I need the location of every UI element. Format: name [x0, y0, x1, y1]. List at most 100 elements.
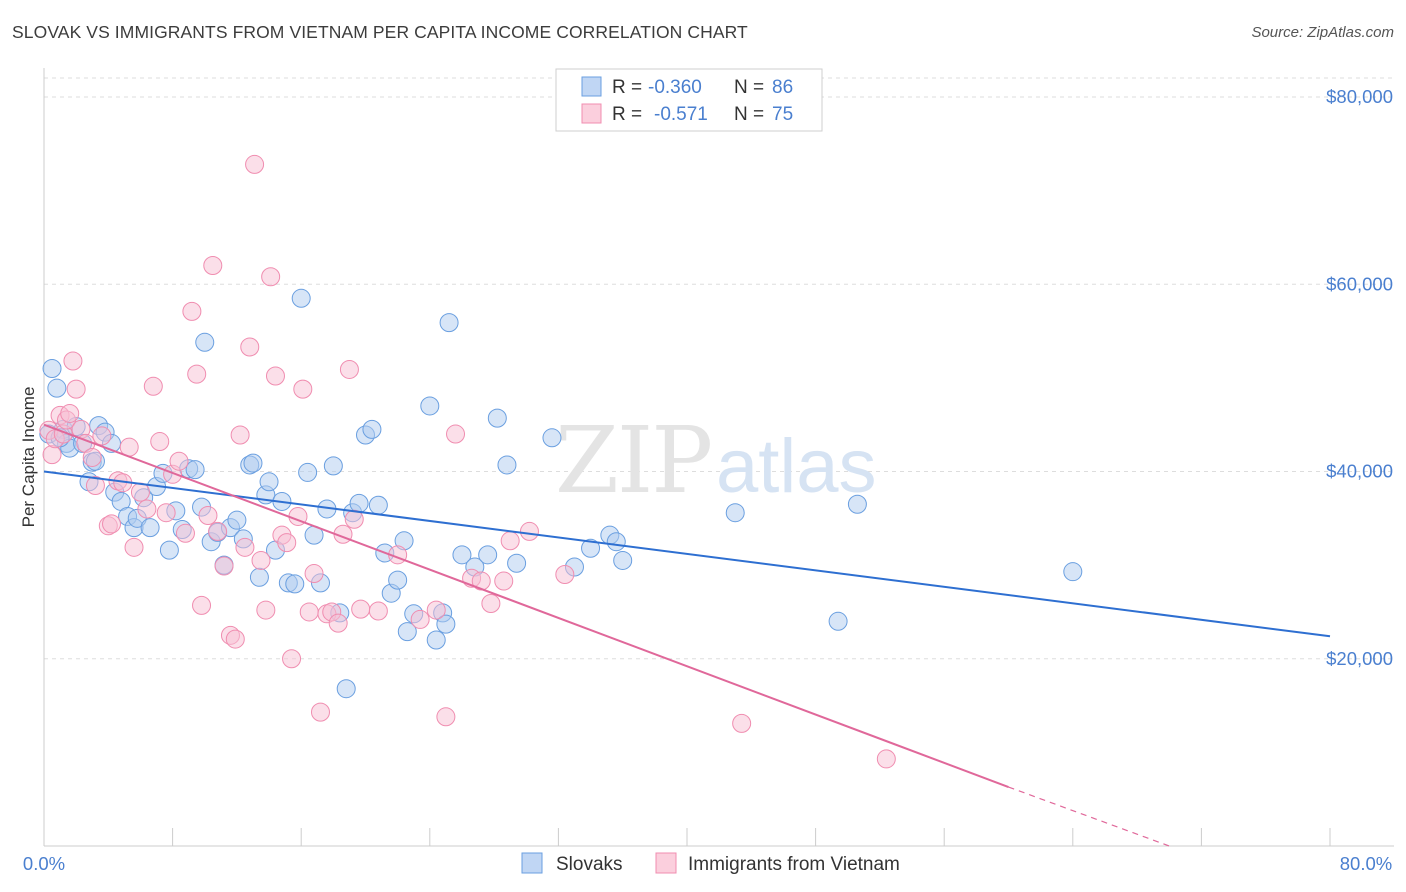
- vietnam-point-59: [351, 599, 371, 619]
- y-tick-label-1: $40,000: [1326, 461, 1393, 482]
- vietnam-point-42: [256, 600, 276, 620]
- slovaks-point-49: [323, 456, 343, 476]
- vietnam-point-37: [230, 425, 250, 445]
- y-tick-label-3: $80,000: [1326, 86, 1393, 107]
- vietnam-point-67: [471, 571, 491, 591]
- slovaks-point-81: [828, 611, 848, 631]
- slovaks-point-76: [581, 538, 601, 558]
- legend-correlation: R = -0.360 N = 86 R = -0.571 N = 75: [555, 68, 823, 132]
- slovaks-point-33: [227, 510, 247, 530]
- vietnam-point-52: [310, 702, 330, 722]
- series-vietnam-points: [39, 154, 896, 769]
- vietnam-point-26: [169, 451, 189, 471]
- vietnam-point-19: [124, 537, 144, 557]
- slovaks-point-59: [388, 570, 408, 590]
- vietnam-point-33: [208, 521, 228, 541]
- legend-r-value-vietnam: -0.571: [654, 104, 708, 125]
- vietnam-point-47: [282, 649, 302, 669]
- vietnam-point-24: [156, 503, 176, 523]
- vietnam-point-64: [436, 707, 456, 727]
- slovaks-point-19: [140, 518, 160, 538]
- y-tick-label-0: $20,000: [1326, 648, 1393, 669]
- slovaks-point-66: [436, 614, 456, 634]
- vietnam-point-63: [426, 600, 446, 620]
- legend-r-label-slovaks: R =: [612, 77, 642, 98]
- vietnam-point-65: [446, 424, 466, 444]
- slovaks-point-61: [397, 622, 417, 642]
- slovaks-point-53: [349, 493, 369, 513]
- legend-n-label-slovaks: N =: [734, 77, 764, 98]
- slovaks-point-70: [478, 545, 498, 565]
- vietnam-point-22: [143, 376, 163, 396]
- slovaks-point-2: [47, 378, 67, 398]
- y-tick-label-2: $60,000: [1326, 273, 1393, 294]
- x-tick-marks: [172, 828, 1331, 846]
- watermark-atlas: atlas: [716, 424, 877, 509]
- legend-r-value-slovaks: -0.360: [648, 77, 702, 98]
- slovaks-point-37: [249, 567, 269, 587]
- watermark: ZIP atlas: [555, 407, 877, 514]
- slovaks-point-51: [336, 679, 356, 699]
- slovaks-point-64: [426, 630, 446, 650]
- vietnam-point-46: [277, 533, 297, 553]
- legend-swatch-vietnam: [581, 103, 602, 124]
- slovaks-point-26: [185, 460, 205, 480]
- vietnam-point-20: [130, 482, 150, 502]
- slovaks-point-67: [439, 313, 459, 333]
- slovaks-point-45: [298, 462, 318, 482]
- legend-n-value-slovaks: 86: [772, 77, 793, 98]
- vietnam-point-7: [63, 351, 83, 371]
- vietnam-point-69: [494, 571, 514, 591]
- slovaks-point-63: [420, 396, 440, 416]
- legend-n-value-vietnam: 75: [772, 104, 793, 125]
- vietnam-point-29: [187, 364, 207, 384]
- legend-bottom-swatch-slovaks: [521, 852, 543, 874]
- x-tick-label-max: 80.0%: [1340, 853, 1392, 874]
- trend-line-slovaks: [43, 470, 1331, 638]
- slovaks-point-28: [195, 332, 215, 352]
- legend-n-label-vietnam: N =: [734, 104, 764, 125]
- vietnam-point-6: [60, 403, 80, 423]
- slovaks-point-72: [497, 455, 517, 475]
- vietnam-point-12: [85, 476, 105, 496]
- y-tick-labels: $20,000 $40,000 $60,000 $80,000: [1326, 86, 1393, 669]
- trend-line-vietnam: [43, 423, 1009, 788]
- legend-bottom-swatch-vietnam: [655, 852, 677, 874]
- vietnam-point-49: [293, 379, 313, 399]
- trend-line-vietnam-extension: [1008, 786, 1170, 847]
- vietnam-point-34: [214, 556, 234, 576]
- slovaks-point-55: [362, 419, 382, 439]
- slovaks-point-79: [613, 550, 633, 570]
- vietnam-point-21: [137, 499, 157, 519]
- slovaks-point-71: [487, 408, 507, 428]
- trend-lines: [43, 423, 1331, 847]
- vietnam-point-23: [150, 432, 170, 452]
- legend-bottom-label-slovaks: Slovaks: [556, 854, 623, 875]
- chart-title: SLOVAK VS IMMIGRANTS FROM VIETNAM PER CA…: [12, 22, 748, 42]
- vietnam-point-38: [235, 537, 255, 557]
- vietnam-point-36: [225, 629, 245, 649]
- watermark-zip: ZIP: [555, 407, 711, 514]
- vietnam-point-15: [102, 514, 122, 534]
- slovaks-point-44: [291, 288, 311, 308]
- slovaks-point-1: [42, 359, 62, 379]
- slovaks-point-36: [243, 453, 263, 473]
- vietnam-point-8: [66, 379, 86, 399]
- vietnam-point-68: [481, 594, 501, 614]
- vietnam-point-32: [203, 256, 223, 276]
- slovaks-point-43: [285, 574, 305, 594]
- vietnam-point-71: [519, 521, 539, 541]
- vietnam-point-43: [261, 267, 281, 287]
- vietnam-point-74: [876, 749, 896, 769]
- slovaks-point-82: [847, 494, 867, 514]
- legend-bottom-label-vietnam: Immigrants from Vietnam: [688, 854, 900, 875]
- slovaks-point-73: [507, 553, 527, 573]
- vietnam-point-73: [732, 713, 752, 733]
- vietnam-point-27: [175, 523, 195, 543]
- slovaks-point-74: [542, 428, 562, 448]
- vietnam-point-30: [192, 595, 212, 615]
- vietnam-point-44: [265, 366, 285, 386]
- vietnam-point-60: [368, 601, 388, 621]
- x-tick-label-min: 0.0%: [23, 853, 65, 874]
